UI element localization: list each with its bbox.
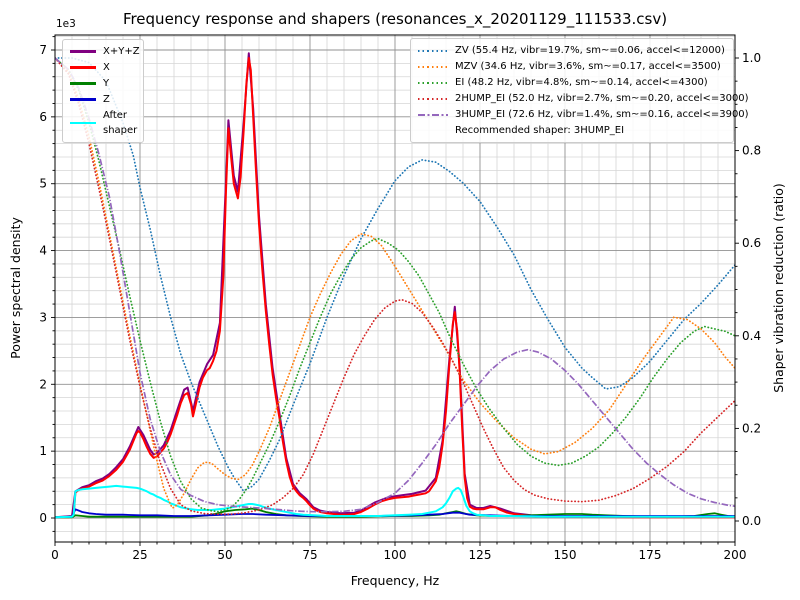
axes: 0 25 50 75 100 125 150 175 200 0 1 2 3 4 5 6 7 0.0 0.2 0.4 0…	[39, 34, 761, 562]
legend-line-mzv	[418, 65, 448, 68]
x-tick-label: 150	[554, 548, 577, 562]
x-tick-label: 50	[217, 548, 232, 562]
legend-label-y: Y	[103, 78, 110, 89]
series-x-y-z	[55, 52, 735, 519]
y-tick-label-left: 1	[39, 444, 47, 458]
grid-minor	[55, 35, 735, 542]
y-tick-label-left: 2	[39, 377, 47, 391]
legend-label-ei: EI (48.2 Hz, vibr=4.8%, sm~=0.14, accel<…	[455, 77, 708, 88]
legend-line-x-y-z	[70, 50, 96, 53]
legend-item-after-shaper: After shaper	[70, 108, 138, 138]
legend-item-x: X	[70, 60, 136, 75]
legend-item-ei: EI (48.2 Hz, vibr=4.8%, sm~=0.14, accel<…	[418, 75, 726, 90]
y-tick-label-left: 6	[39, 110, 47, 124]
legend-label-2hump-ei: 2HUMP_EI (52.0 Hz, vibr=2.7%, sm~=0.20, …	[455, 93, 749, 104]
legend-label-x: X	[103, 62, 110, 73]
legend-item-x-y-z: X+Y+Z	[70, 44, 140, 59]
x-tick-label: 175	[639, 548, 662, 562]
legend-label-zv: ZV (55.4 Hz, vibr=19.7%, sm~=0.06, accel…	[455, 45, 725, 56]
y-tick-label-right: 0.8	[742, 144, 761, 158]
series-3hump-ei	[55, 57, 735, 513]
y-tick-label-left: 7	[39, 43, 47, 57]
legend-line-y	[70, 82, 96, 85]
data-series	[55, 52, 735, 519]
legend-item-mzv: MZV (34.6 Hz, vibr=3.6%, sm~=0.17, accel…	[418, 59, 726, 74]
legend-line-2hump-ei	[418, 97, 448, 100]
y-tick-label-left: 4	[39, 244, 47, 258]
y-tick-label-right: 1.0	[742, 51, 761, 65]
x-tick-label: 75	[302, 548, 317, 562]
legend-main: X+Y+Z X Y Z After shaper	[62, 39, 144, 143]
legend-label-x-y-z: X+Y+Z	[103, 46, 140, 57]
y-axis-label-right: Shaper vibration reduction (ratio)	[771, 183, 786, 393]
legend-line-3hump-ei	[418, 113, 448, 116]
legend-line-ei	[418, 81, 448, 84]
legend-label-recommendation: Recommended shaper: 3HUMP_EI	[455, 125, 625, 136]
legend-item-zv: ZV (55.4 Hz, vibr=19.7%, sm~=0.06, accel…	[418, 43, 726, 58]
x-tick-label: 200	[724, 548, 747, 562]
y-tick-label-right: 0.0	[742, 514, 761, 528]
y-axis-offset-text: 1e3	[56, 18, 76, 30]
legend-label-3hump-ei: 3HUMP_EI (72.6 Hz, vibr=1.4%, sm~=0.16, …	[455, 109, 749, 120]
legend-line-after-shaper	[70, 121, 96, 125]
y-tick-label-left: 5	[39, 177, 47, 191]
x-tick-label: 100	[384, 548, 407, 562]
y-tick-label-left: 3	[39, 310, 47, 324]
legend-item-recommendation: Recommended shaper: 3HUMP_EI	[418, 123, 726, 138]
x-tick-label: 25	[132, 548, 147, 562]
legend-label-after-shaper: After shaper	[103, 110, 138, 136]
series-ei	[55, 57, 735, 513]
series-zv	[55, 57, 735, 492]
legend-line-z	[70, 98, 96, 101]
chart-title: Frequency response and shapers (resonanc…	[123, 10, 667, 29]
y-tick-label-right: 0.6	[742, 236, 761, 250]
legend-item-z: Z	[70, 92, 136, 107]
legend-shapers: ZV (55.4 Hz, vibr=19.7%, sm~=0.06, accel…	[410, 38, 749, 143]
legend-item-2hump-ei: 2HUMP_EI (52.0 Hz, vibr=2.7%, sm~=0.20, …	[418, 91, 749, 106]
y-axis-label-left: Power spectral density	[8, 217, 23, 359]
legend-line-x	[70, 66, 96, 69]
legend-item-3hump-ei: 3HUMP_EI (72.6 Hz, vibr=1.4%, sm~=0.16, …	[418, 107, 749, 122]
x-tick-label: 0	[51, 548, 59, 562]
legend-item-y: Y	[70, 76, 136, 91]
series-after-shaper	[55, 484, 735, 519]
y-tick-label-left: 0	[39, 511, 47, 525]
legend-label-z: Z	[103, 94, 110, 105]
y-tick-label-right: 0.4	[742, 329, 761, 343]
x-axis-label: Frequency, Hz	[351, 573, 440, 588]
legend-label-mzv: MZV (34.6 Hz, vibr=3.6%, sm~=0.17, accel…	[455, 61, 721, 72]
y-tick-label-right: 0.2	[742, 421, 761, 435]
legend-line-zv	[418, 49, 448, 52]
series-x	[55, 57, 735, 519]
x-tick-label: 125	[469, 548, 492, 562]
